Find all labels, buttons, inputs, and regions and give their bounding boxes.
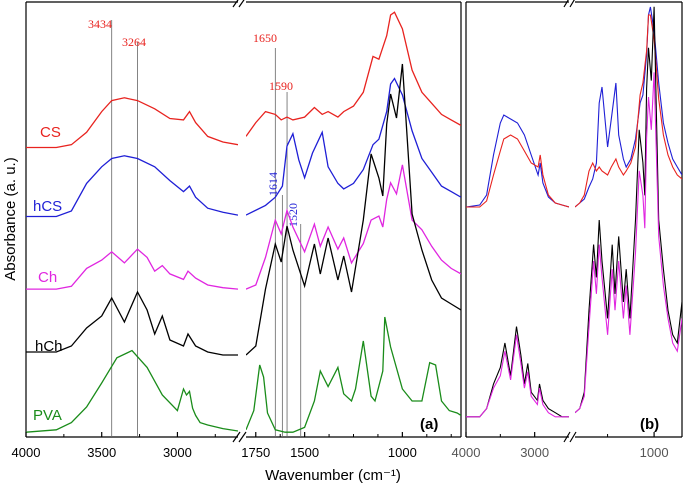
- series-hch: hCh: [26, 63, 461, 356]
- series-line-cs-high: [26, 97, 238, 149]
- panel-b-top-line-1-high: [466, 134, 569, 208]
- x-tick-label-a-4000: 4000: [12, 445, 41, 460]
- peak-label-3434: 3434: [88, 17, 112, 31]
- reference-lines: 3434 3264 1650 1614 1590 1520: [88, 17, 302, 437]
- series-line-pva-low: [246, 316, 461, 433]
- peak-label-3264: 3264: [122, 35, 146, 49]
- x-tick-label-a-1750: 1750: [241, 445, 270, 460]
- series-ch: Ch: [26, 164, 461, 290]
- series-label-hcs: hCS: [33, 198, 62, 215]
- panel-label-b: (b): [640, 416, 659, 433]
- x-tick-label-b-4000: 4000: [452, 445, 481, 460]
- panel-b-bottom-line-1-high: [466, 334, 569, 418]
- peak-label-1614: 1614: [266, 172, 280, 196]
- panel-b-top-line-0-low: [575, 6, 682, 208]
- x-tick-label-a-1000: 1000: [388, 445, 417, 460]
- break-mark: [569, 431, 577, 443]
- panel-a-frame: [25, 1, 462, 438]
- panel-b-bottom-line-1-low: [575, 72, 682, 414]
- series-line-ch-high: [26, 248, 238, 290]
- break-mark: [569, 0, 575, 8]
- axis-ticks: 4000 3500 3000 1750 1500 1000 4000 3000 1000: [12, 432, 669, 460]
- panel-b-bottom-line-0-low: [575, 6, 682, 414]
- series-label-pva: PVA: [33, 407, 62, 424]
- series-label-cs: CS: [40, 124, 61, 141]
- series-line-hcs-low: [246, 77, 461, 216]
- break-mark: [563, 431, 571, 443]
- y-axis-label: Absorbance (a. u.): [2, 157, 19, 280]
- series-pva: PVA: [26, 316, 461, 433]
- panel-label-a: (a): [420, 416, 438, 433]
- x-tick-label-a-1500: 1500: [290, 445, 319, 460]
- x-tick-label-a-3500: 3500: [87, 445, 116, 460]
- series-label-hch: hCh: [35, 338, 63, 355]
- panel-b-top-line-1-low: [575, 14, 682, 208]
- break-mark: [238, 0, 245, 8]
- axis-break-marks: [232, 0, 577, 443]
- break-mark: [232, 431, 241, 443]
- panel-a-series: CS hCS Ch hCh PVA: [26, 11, 461, 433]
- panel-b-bottom-line-0-high: [466, 326, 569, 418]
- panel-b-frame: [465, 1, 683, 438]
- series-line-hch-low: [246, 63, 461, 356]
- panel-b-series: [466, 6, 682, 418]
- series-label-ch: Ch: [38, 269, 57, 286]
- series-line-pva-high: [26, 349, 238, 433]
- x-axis-label: Wavenumber (cm⁻¹): [265, 467, 401, 484]
- series-hcs: hCS: [26, 77, 461, 218]
- peak-label-1590: 1590: [269, 79, 293, 93]
- break-mark: [563, 0, 569, 8]
- x-tick-label-b-1000: 1000: [640, 445, 669, 460]
- series-line-hcs-high: [26, 155, 238, 218]
- x-tick-label-a-3000: 3000: [163, 445, 192, 460]
- peak-label-1650: 1650: [253, 31, 277, 45]
- panel-b-top-line-0-high: [466, 114, 569, 208]
- series-line-cs-low: [246, 11, 461, 137]
- series-cs: CS: [26, 11, 461, 149]
- break-mark: [232, 0, 239, 8]
- series-line-hch-high: [26, 290, 238, 356]
- break-mark: [238, 431, 247, 443]
- x-tick-label-b-3000: 3000: [520, 445, 549, 460]
- peak-label-1520: 1520: [286, 203, 300, 227]
